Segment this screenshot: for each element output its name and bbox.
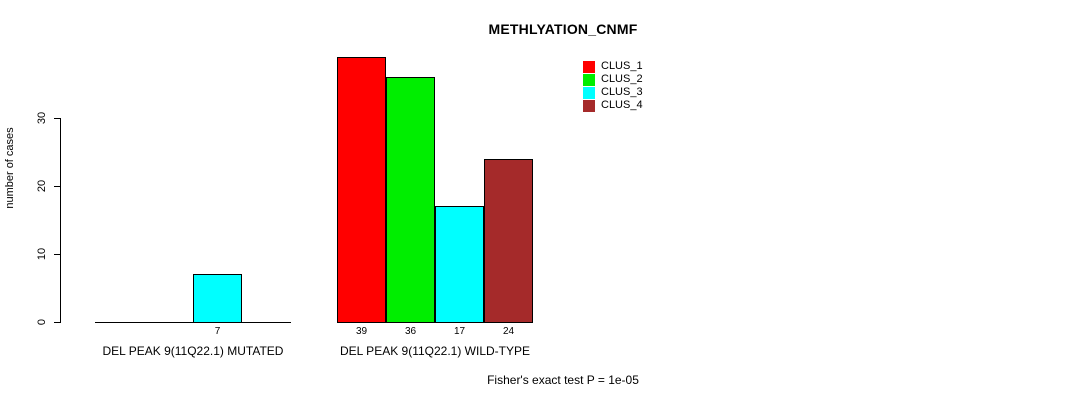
legend-item: CLUS_3 (583, 86, 643, 99)
bar-value-label: 7 (214, 326, 221, 337)
y-tick-mark (54, 118, 61, 119)
bar-value-label: 39 (355, 326, 368, 337)
y-axis-label: number of cases (4, 127, 16, 209)
bar-clus_3 (435, 206, 484, 323)
y-tick-label: 30 (36, 111, 48, 125)
legend-label: CLUS_3 (601, 86, 643, 98)
legend-swatch-clus_4 (583, 99, 595, 112)
legend-item: CLUS_1 (583, 60, 643, 73)
y-tick-mark (54, 322, 61, 323)
legend-swatch-clus_1 (583, 60, 595, 73)
footnote: Fisher's exact test P = 1e-05 (487, 373, 639, 387)
y-tick-label: 20 (36, 179, 48, 193)
y-tick-mark (54, 254, 61, 255)
bar-value-label: 36 (404, 326, 417, 337)
legend: CLUS_1 CLUS_2 CLUS_3 CLUS_4 (583, 60, 643, 112)
legend-label: CLUS_2 (601, 73, 643, 85)
legend-label: CLUS_4 (601, 99, 643, 111)
y-axis (60, 118, 61, 323)
legend-swatch-clus_2 (583, 73, 595, 86)
group-label: DEL PEAK 9(11Q22.1) MUTATED (102, 344, 284, 358)
chart-title: METHLYATION_CNMF (488, 21, 638, 37)
y-tick-mark (54, 186, 61, 187)
y-tick-label: 10 (36, 247, 48, 261)
bar-clus_4 (484, 159, 533, 323)
bar-clus_1 (337, 57, 386, 323)
bar-value-label: 24 (502, 326, 515, 337)
y-tick-label: 0 (36, 318, 48, 326)
legend-swatch-clus_3 (583, 86, 595, 99)
bar-value-label: 17 (453, 326, 466, 337)
group-label: DEL PEAK 9(11Q22.1) WILD-TYPE (339, 344, 531, 358)
bar-clus_2 (386, 77, 435, 323)
legend-item: CLUS_2 (583, 73, 643, 86)
legend-label: CLUS_1 (601, 60, 643, 72)
legend-item: CLUS_4 (583, 99, 643, 112)
bar-clus_3 (193, 274, 242, 323)
